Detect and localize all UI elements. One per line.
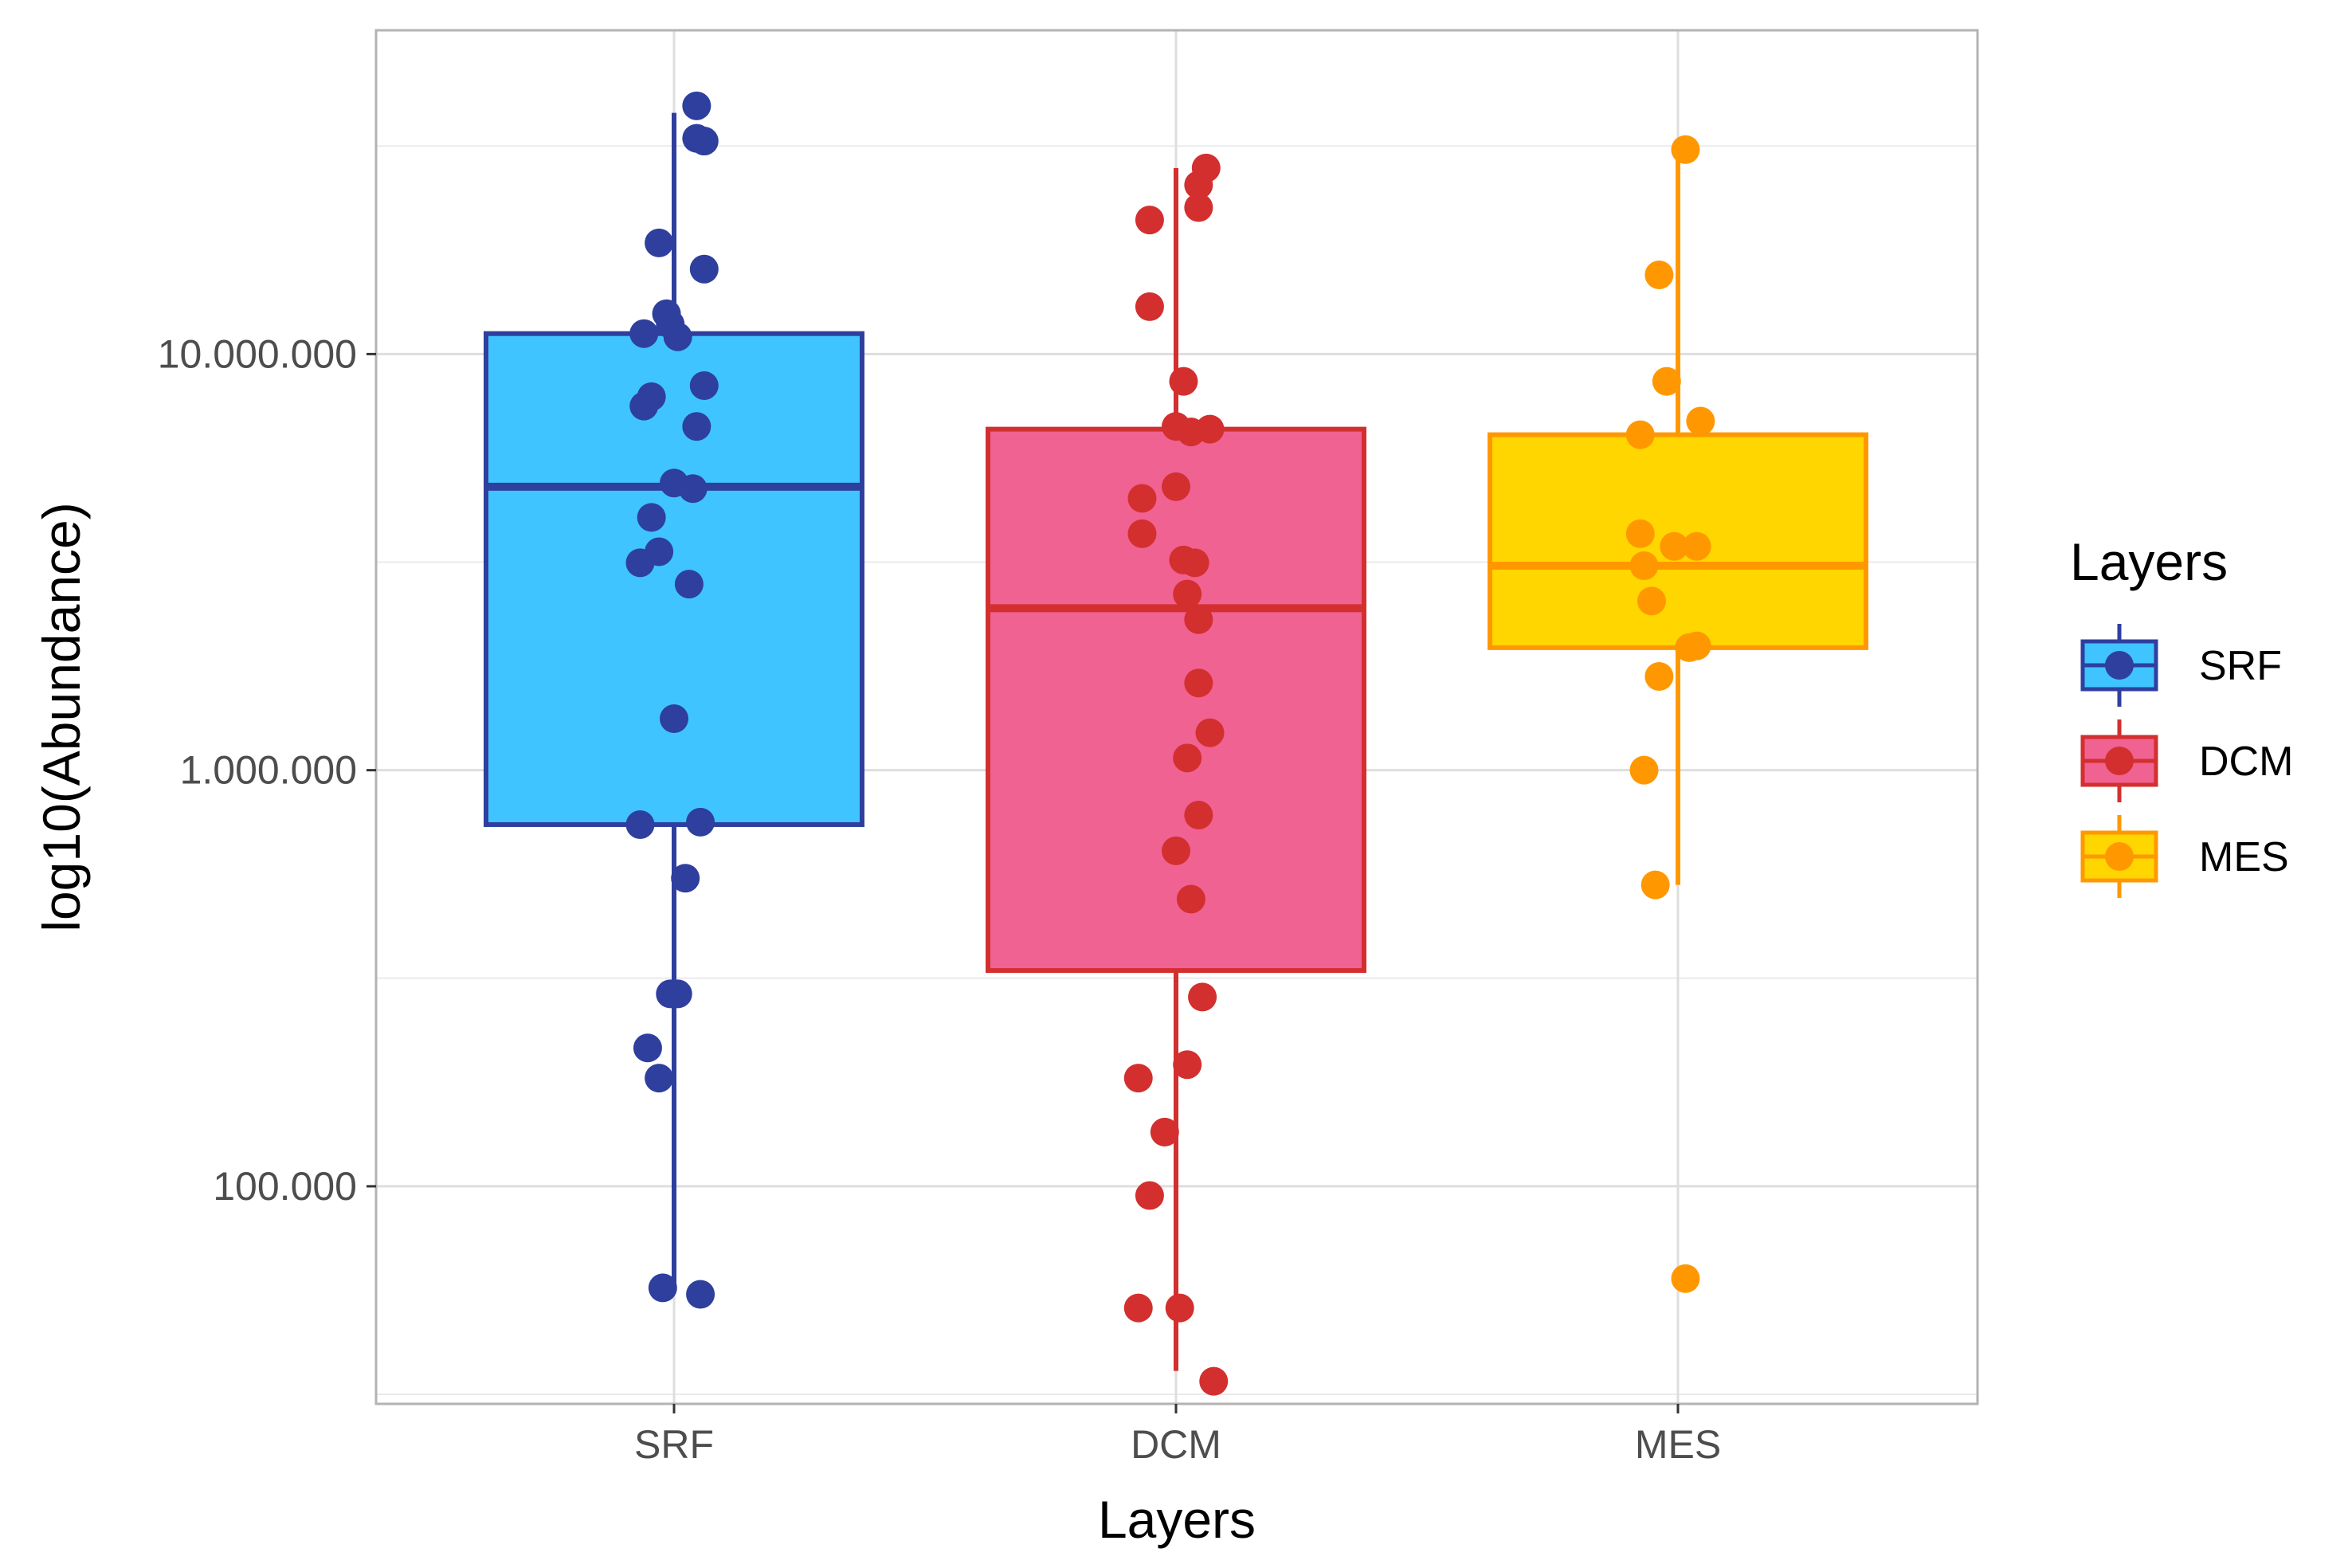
y-axis-title: log10(Abundance) [32, 502, 91, 931]
data-point-srf [633, 1033, 662, 1063]
data-point-srf [686, 1280, 715, 1309]
legend-label: SRF [2199, 643, 2282, 689]
legend-label: DCM [2199, 739, 2293, 785]
data-point-dcm [1184, 171, 1213, 200]
data-point-mes [1686, 406, 1715, 436]
data-point-mes [1629, 551, 1659, 581]
data-point-dcm [1184, 668, 1213, 698]
data-point-mes [1682, 631, 1711, 661]
data-point-dcm [1169, 367, 1198, 396]
data-point-dcm [1135, 292, 1164, 321]
y-tick-label: 100.000 [213, 1164, 357, 1209]
data-point-dcm [1135, 1181, 1164, 1210]
legend-item-mes: MES [2080, 815, 2289, 898]
data-point-srf [682, 412, 711, 441]
legend-item-srf: SRF [2080, 624, 2282, 707]
data-point-srf [678, 474, 708, 504]
data-point-srf [686, 807, 715, 837]
data-point-dcm [1123, 1293, 1153, 1323]
data-point-srf [629, 391, 659, 421]
data-point-srf [648, 1273, 677, 1303]
data-point-dcm [1184, 801, 1213, 830]
data-point-mes [1625, 420, 1655, 449]
data-point-dcm [1180, 548, 1209, 578]
data-point-mes [1644, 661, 1674, 691]
data-point-dcm [1195, 414, 1225, 444]
y-tick-label: 1.000.000 [180, 748, 357, 793]
box-dcm [986, 426, 1366, 974]
data-point-mes [1652, 367, 1681, 396]
data-point-srf [689, 370, 719, 400]
box-srf [484, 331, 864, 827]
data-point-srf [671, 864, 700, 893]
data-point-dcm [1127, 519, 1157, 548]
legend-key-point [2105, 747, 2134, 775]
data-point-mes [1682, 531, 1711, 561]
data-point-dcm [1127, 484, 1157, 513]
data-point-mes [1641, 870, 1670, 900]
data-point-dcm [1173, 579, 1202, 609]
data-point-mes [1671, 1264, 1700, 1293]
data-point-srf [625, 548, 655, 578]
data-point-dcm [1162, 836, 1190, 865]
data-point-dcm [1184, 193, 1213, 222]
axis-layer: 100.000 1.000.000 10.000.000 SRF DCM MES [158, 331, 1721, 1467]
data-point-dcm [1123, 1064, 1153, 1093]
legend-key-point [2105, 842, 2134, 871]
legend: Layers SRF DCM MES [2070, 532, 2293, 898]
data-point-srf [660, 704, 688, 733]
data-point-srf [645, 228, 674, 257]
point-layer [625, 91, 1715, 1396]
data-point-srf [682, 91, 711, 120]
data-point-dcm [1150, 1117, 1179, 1147]
data-point-srf [663, 979, 692, 1009]
x-tick-label: DCM [1131, 1422, 1221, 1467]
data-point-dcm [1184, 605, 1213, 634]
data-point-mes [1671, 135, 1700, 164]
legend-item-dcm: DCM [2080, 719, 2293, 802]
x-tick-label: MES [1635, 1422, 1721, 1467]
x-axis-title: Layers [1098, 1490, 1256, 1549]
data-point-srf [637, 503, 666, 532]
data-point-dcm [1173, 743, 1202, 773]
legend-key-point [2105, 651, 2134, 680]
data-point-srf [689, 254, 719, 284]
data-point-dcm [1176, 884, 1205, 914]
data-point-dcm [1199, 1366, 1229, 1396]
box-layer [484, 112, 1868, 1371]
data-point-mes [1629, 755, 1659, 785]
y-tick-label: 10.000.000 [158, 331, 357, 376]
data-point-mes [1625, 519, 1655, 548]
data-point-srf [625, 809, 655, 839]
data-point-srf [674, 570, 704, 599]
data-point-srf [663, 322, 692, 351]
data-point-mes [1644, 260, 1674, 289]
data-point-srf [645, 1064, 674, 1093]
legend-title: Layers [2070, 532, 2228, 591]
data-point-mes [1660, 531, 1689, 561]
data-point-mes [1637, 586, 1666, 616]
data-point-dcm [1162, 472, 1190, 501]
legend-label: MES [2199, 834, 2289, 880]
x-tick-label: SRF [634, 1422, 714, 1467]
data-point-dcm [1173, 1050, 1202, 1080]
data-point-dcm [1195, 718, 1225, 747]
data-point-dcm [1135, 206, 1164, 235]
data-point-srf [689, 127, 719, 156]
data-point-dcm [1188, 982, 1217, 1012]
data-point-dcm [1165, 1293, 1194, 1323]
data-point-srf [629, 319, 659, 348]
